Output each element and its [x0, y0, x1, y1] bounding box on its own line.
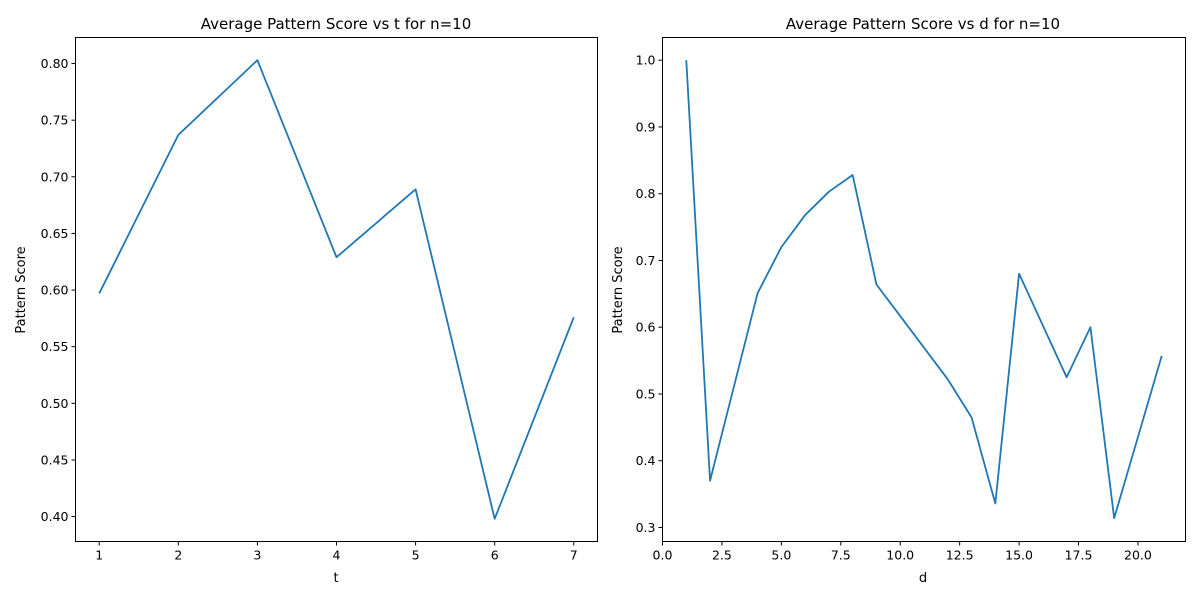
- right-x-axis-label: d: [919, 571, 927, 586]
- left-plot-area: [98, 59, 575, 520]
- left-axes-frame: [75, 37, 598, 542]
- right-x-tick-label: 17.5: [1065, 548, 1093, 563]
- left-data-point: [177, 134, 179, 136]
- left-data-point: [257, 59, 259, 61]
- right-data-point: [1066, 376, 1068, 378]
- right-data-point: [757, 292, 759, 294]
- right-ticks: 0.0 2.5 5.0 7.5 10.0 12.5 15.0 17.5 20.0 0.3 0.4 0.…: [636, 53, 1152, 563]
- left-x-tick-label: 4: [333, 548, 341, 563]
- right-x-tick-label: 5.0: [771, 548, 791, 563]
- left-y-tick-label: 0.55: [41, 339, 69, 354]
- right-y-tick-label: 0.6: [636, 320, 656, 335]
- right-series-line: [685, 60, 1163, 520]
- right-x-tick-label: 10.0: [886, 548, 914, 563]
- right-y-tick-label: 0.8: [636, 186, 656, 201]
- right-x-tick-label: 0.0: [653, 548, 673, 563]
- right-y-tick-label: 0.5: [636, 386, 656, 401]
- right-y-tick-label: 0.4: [636, 453, 656, 468]
- right-data-point: [780, 246, 782, 248]
- left-x-axis-label: t: [333, 571, 338, 586]
- right-data-point: [685, 59, 687, 61]
- right-data-point: [947, 378, 949, 380]
- right-x-tick-label: 12.5: [946, 548, 974, 563]
- right-data-point: [971, 416, 973, 418]
- right-data-point: [828, 191, 830, 193]
- left-data-point: [415, 188, 417, 190]
- right-y-tick-label: 0.3: [636, 520, 656, 535]
- right-x-tick-label: 2.5: [712, 548, 732, 563]
- right-data-point: [994, 503, 996, 505]
- left-x-tick-label: 2: [174, 548, 182, 563]
- right-y-tick-label: 0.7: [636, 253, 656, 268]
- right-subplot: Average Pattern Score vs d for n=10 d Pa…: [611, 15, 1186, 586]
- right-data-point: [852, 174, 854, 176]
- left-y-axis-label: Pattern Score: [14, 246, 29, 333]
- right-data-point: [709, 480, 711, 482]
- left-y-tick-label: 0.45: [41, 452, 69, 467]
- left-ticks: 1 2 3 4 5 6 7 0.40 0.45 0.50 0.55 0.60 0.65 0.70 0.75 0…: [41, 56, 578, 562]
- right-y-axis-label: Pattern Score: [611, 246, 626, 333]
- right-y-tick-label: 1.0: [636, 53, 656, 68]
- right-x-tick-label: 15.0: [1005, 548, 1033, 563]
- left-y-tick-label: 0.70: [41, 169, 69, 184]
- right-data-point: [1090, 326, 1092, 328]
- left-x-tick-label: 1: [95, 548, 103, 563]
- right-x-tick-label: 20.0: [1124, 548, 1152, 563]
- left-y-tick-label: 0.75: [41, 113, 69, 128]
- right-chart-title: Average Pattern Score vs d for n=10: [786, 15, 1060, 33]
- left-series-line: [98, 59, 575, 520]
- right-data-point: [1161, 355, 1163, 357]
- right-plot-area: [685, 59, 1163, 520]
- right-data-point: [804, 214, 806, 216]
- left-y-tick-label: 0.60: [41, 283, 69, 298]
- right-axes-frame: [662, 37, 1186, 542]
- left-x-tick-label: 3: [253, 548, 261, 563]
- left-x-tick-label: 5: [412, 548, 420, 563]
- left-data-point: [336, 256, 338, 258]
- left-data-point: [573, 316, 575, 318]
- right-y-tick-label: 0.9: [636, 119, 656, 134]
- left-subplot: Average Pattern Score vs t for n=10 t Pa…: [14, 15, 598, 586]
- right-x-tick-label: 7.5: [831, 548, 851, 563]
- right-data-point: [1113, 517, 1115, 519]
- left-y-tick-label: 0.65: [41, 226, 69, 241]
- left-data-point: [494, 518, 496, 520]
- left-y-tick-label: 0.80: [41, 56, 69, 71]
- left-y-tick-label: 0.40: [41, 509, 69, 524]
- left-y-tick-label: 0.50: [41, 396, 69, 411]
- left-chart-title: Average Pattern Score vs t for n=10: [201, 15, 472, 33]
- left-data-point: [98, 293, 100, 295]
- right-data-point: [1018, 273, 1020, 275]
- left-x-tick-label: 7: [570, 548, 578, 563]
- left-x-tick-label: 6: [491, 548, 499, 563]
- right-data-point: [876, 284, 878, 286]
